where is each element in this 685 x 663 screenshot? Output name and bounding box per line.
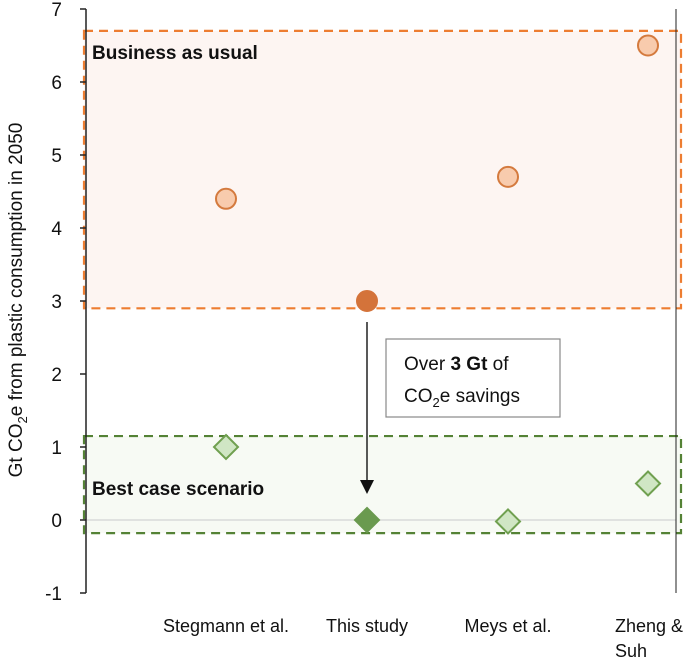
region-1 <box>82 434 683 535</box>
y-tick-label: 2 <box>51 365 62 386</box>
x-category-label: Stegmann et al. <box>163 616 289 636</box>
region-0 <box>82 29 683 310</box>
savings-arrow <box>360 322 374 494</box>
x-category-label: Suh <box>615 641 647 661</box>
y-tick-label: 6 <box>51 73 62 94</box>
y-tick-label: 3 <box>51 292 62 313</box>
region-label: Business as usual <box>92 43 258 64</box>
y-tick-label: 7 <box>51 0 62 21</box>
diamond-point <box>212 433 240 461</box>
y-tick-label: -1 <box>45 584 62 605</box>
diamond-point <box>634 470 662 497</box>
region-label: Best case scenario <box>92 479 264 500</box>
y-tick-label: 4 <box>51 219 62 240</box>
y-axis-label: Gt CO2e from plastic consumption in 2050 <box>6 123 30 478</box>
svg-text:CO2e savings: CO2e savings <box>404 386 520 410</box>
circle-point <box>215 187 237 210</box>
y-tick-label: 0 <box>51 511 62 532</box>
x-category-label: This study <box>326 616 408 636</box>
x-category-label: Zheng & <box>615 616 683 636</box>
circle-point <box>497 165 519 188</box>
diamond-point <box>353 506 381 534</box>
circle-point <box>637 34 659 57</box>
annotation-box: Over 3 Gt of CO2e savings <box>385 338 561 418</box>
circle-point <box>356 290 378 312</box>
y-tick-label: 5 <box>51 146 62 167</box>
x-category-label: Meys et al. <box>464 616 551 636</box>
diamond-point <box>494 508 522 535</box>
y-tick-label: 1 <box>51 438 62 459</box>
svg-text:Over 3 Gt of: Over 3 Gt of <box>404 354 509 375</box>
